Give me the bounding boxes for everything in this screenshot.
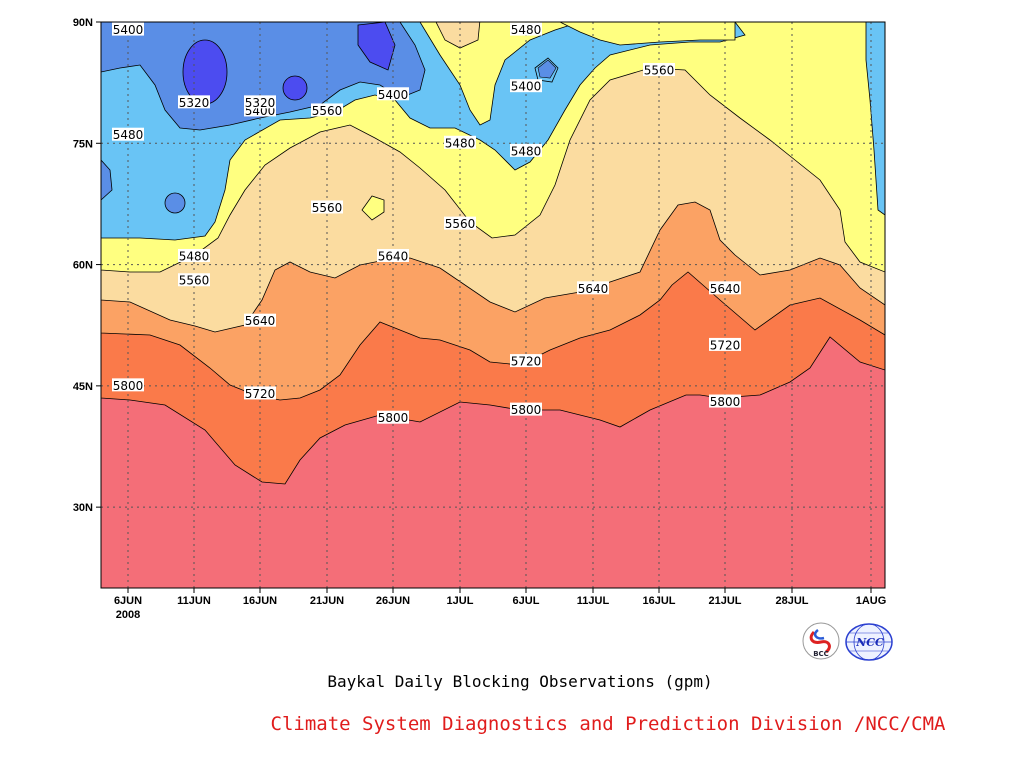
contour-label: 5400 xyxy=(113,23,144,37)
low-centre-2 xyxy=(282,75,308,101)
bcc-logo: BCC xyxy=(802,622,840,660)
contour-label: 5560 xyxy=(179,274,210,288)
low-centre-3 xyxy=(357,22,396,71)
contour-label: 5800 xyxy=(113,379,144,393)
contour-label-bg xyxy=(510,354,542,368)
x-tick-label: 11JUL xyxy=(577,595,610,607)
contour-label: 5320 xyxy=(245,96,276,110)
contour-label-bg xyxy=(244,386,276,400)
x-tick-label: 6JUL xyxy=(513,595,540,607)
x-tick-label: 11JUN xyxy=(177,595,211,607)
band-5480-5560-north xyxy=(559,22,736,46)
bcc-logo-text: BCC xyxy=(813,650,829,658)
contour-label: 5640 xyxy=(578,282,609,296)
contour-label-bg xyxy=(377,87,409,101)
x-tick-label: 1JUL xyxy=(447,595,474,607)
contour-label-bg xyxy=(444,216,476,230)
contour-label: 5480 xyxy=(445,136,476,150)
contour-label-bg xyxy=(510,22,542,36)
contour-label: 5400 xyxy=(511,80,542,94)
contour-label-bg xyxy=(510,402,542,416)
contour-label: 5640 xyxy=(378,249,409,263)
contour-label: 5480 xyxy=(113,128,144,142)
x-tick-label: 21JUN xyxy=(310,595,344,607)
contour-label-bg xyxy=(377,248,409,262)
y-tick-label: 45N xyxy=(73,381,93,393)
ncc-logo: NCC xyxy=(844,622,894,662)
grid xyxy=(101,22,885,588)
low-centre-5 xyxy=(101,159,113,201)
contour-label-bg xyxy=(709,281,741,295)
contour-labels: 5400532054005320540055605480548054805400… xyxy=(112,22,741,425)
contour-label: 5720 xyxy=(245,387,276,401)
contour-label: 5640 xyxy=(245,314,276,328)
contour-label-bg xyxy=(112,127,144,141)
contour-label-bg xyxy=(311,103,343,117)
contour-label-bg xyxy=(178,95,210,109)
x-year-label: 2008 xyxy=(116,609,140,621)
contour-label: 5640 xyxy=(710,282,741,296)
contour-label-bg xyxy=(709,337,741,351)
contour-label-bg xyxy=(311,200,343,214)
contour-label: 5480 xyxy=(511,23,542,37)
contour-label-bg xyxy=(112,22,144,36)
ncc-logo-text: NCC xyxy=(855,636,884,649)
contour-label: 5400 xyxy=(378,88,409,102)
band-5560-5640-islet xyxy=(435,22,481,49)
low-centre-4 xyxy=(164,192,186,214)
band-5320-5400-islet xyxy=(537,59,557,79)
contour-label-bg xyxy=(577,281,609,295)
y-tick-label: 90N xyxy=(73,17,93,29)
contour-label: 5560 xyxy=(445,217,476,231)
contour-label-bg xyxy=(244,313,276,327)
contour-label-bg xyxy=(643,63,675,77)
contour-fills xyxy=(101,22,885,588)
contour-label: 5720 xyxy=(710,338,741,352)
band-5480-5560-islet xyxy=(361,195,385,221)
contour-label: 5320 xyxy=(179,96,210,110)
chart-title: Baykal Daily Blocking Observations (gpm) xyxy=(327,672,713,691)
contour-label: 5720 xyxy=(511,355,542,369)
contour-label-bg xyxy=(178,273,210,287)
contour-label: 5800 xyxy=(710,395,741,409)
contour-label-bg xyxy=(112,378,144,392)
ticks: 6JUN 11JUN 16JUN 21JUN 26JUN 1JUL 6JUL 11JUL 16J… xyxy=(73,17,886,621)
low-centre-1 xyxy=(182,39,228,105)
contour-label-bg xyxy=(510,79,542,93)
contour-label: 5800 xyxy=(511,403,542,417)
x-tick-label: 6JUN xyxy=(114,595,142,607)
plot-frame xyxy=(100,21,886,589)
contour-label: 5480 xyxy=(179,249,210,263)
contour-label: 5560 xyxy=(312,104,343,118)
x-tick-label: 1AUG xyxy=(856,595,887,607)
contour-label: 5560 xyxy=(644,64,675,78)
contour-label-bg xyxy=(178,248,210,262)
x-tick-label: 16JUN xyxy=(243,595,277,607)
y-tick-label: 30N xyxy=(73,502,93,514)
contour-label-bg xyxy=(709,394,741,408)
chart-credit: Climate System Diagnostics and Predictio… xyxy=(270,713,946,735)
y-tick-label: 75N xyxy=(73,138,93,150)
contour-label-bg xyxy=(244,95,276,109)
x-tick-label: 26JUN xyxy=(376,595,410,607)
y-tick-label: 60N xyxy=(73,260,93,272)
contour-label: 5480 xyxy=(511,144,542,158)
x-tick-label: 21JUL xyxy=(708,595,741,607)
x-tick-label: 16JUL xyxy=(642,595,675,607)
contour-label-bg xyxy=(444,135,476,149)
contour-label-bg xyxy=(377,410,409,424)
contour-label-bg xyxy=(510,143,542,157)
contour-label: 5560 xyxy=(312,201,343,215)
x-tick-label: 28JUL xyxy=(775,595,808,607)
contour-label: 5800 xyxy=(378,411,409,425)
